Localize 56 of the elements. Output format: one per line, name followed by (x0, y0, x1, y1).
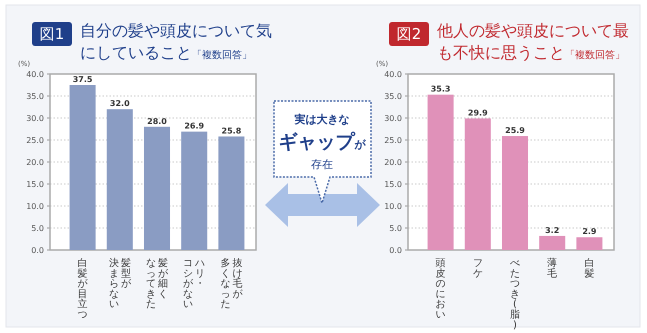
bar (144, 126, 170, 250)
x-tick-label: 髪型が決まらない (108, 257, 132, 310)
bar (218, 136, 244, 250)
y-tick-label: 25.0 (26, 136, 44, 145)
y-tick-label: 30.0 (384, 114, 402, 123)
y-tick-label: 15.0 (384, 180, 402, 189)
bar (428, 94, 454, 250)
data-label: 3.2 (545, 226, 560, 235)
x-tick-label: 頭皮のにおい (436, 258, 446, 320)
bar (464, 118, 491, 250)
y-tick-label: 25.0 (384, 136, 402, 145)
y-tick-label: 0.0 (389, 246, 402, 255)
text: ギャップ (278, 131, 356, 153)
y-tick-label: 20.0 (26, 158, 44, 167)
data-label: 29.9 (468, 108, 488, 118)
category-label: 抜け毛が多くなった (220, 258, 242, 310)
y-tick-label: 5.0 (31, 224, 44, 233)
data-label: 25.8 (222, 126, 242, 136)
data-label: 37.5 (72, 75, 93, 84)
x-tick-label: 薄毛 (547, 257, 558, 280)
data-label: 2.9 (582, 227, 597, 236)
text: 実は大きな (294, 113, 350, 126)
y-tick-label: 30.0 (26, 114, 44, 123)
x-tick-label: べたつき(脂) (510, 258, 520, 331)
data-label: 25.9 (505, 126, 526, 136)
bar (576, 237, 602, 250)
x-tick-label: ハリ・コシがない (183, 258, 206, 310)
data-label: 35.3 (430, 84, 450, 94)
chart-subtitle: 「複数回答」 (565, 50, 625, 61)
bar (70, 85, 96, 250)
data-label: 26.9 (184, 122, 204, 131)
y-tick-label: 0.0 (31, 246, 44, 255)
y-tick-label: 35.0 (26, 92, 44, 101)
y-tick-label: 10.0 (26, 202, 44, 211)
text: 存在 (311, 158, 333, 171)
chart-subtitle: 「複数回答」 (192, 50, 252, 61)
y-tick-label: 15.0 (26, 180, 44, 189)
bar (181, 132, 208, 250)
x-tick-label: フケ (472, 258, 483, 280)
text: が (354, 138, 366, 151)
x-tick-label: 白髪が目立つ (78, 257, 89, 320)
caption: 図2 (389, 22, 429, 46)
bar (539, 236, 566, 250)
y-tick-label: 5.0 (389, 224, 402, 233)
category-label: 髪が細くなってきた (146, 258, 168, 310)
bar (502, 136, 528, 250)
x-tick-label: 白髪 (584, 257, 594, 280)
y-tick-label: 35.0 (384, 92, 402, 101)
y-tick-label: 40.0 (26, 70, 44, 79)
y-tick-label: 10.0 (384, 202, 402, 211)
y-tick-label: 40.0 (384, 70, 402, 79)
data-label: 32.0 (110, 99, 130, 108)
bar (106, 109, 133, 250)
y-tick-label: 20.0 (384, 158, 402, 167)
data-label: 28.0 (147, 116, 168, 126)
caption: 図1 (32, 22, 72, 46)
